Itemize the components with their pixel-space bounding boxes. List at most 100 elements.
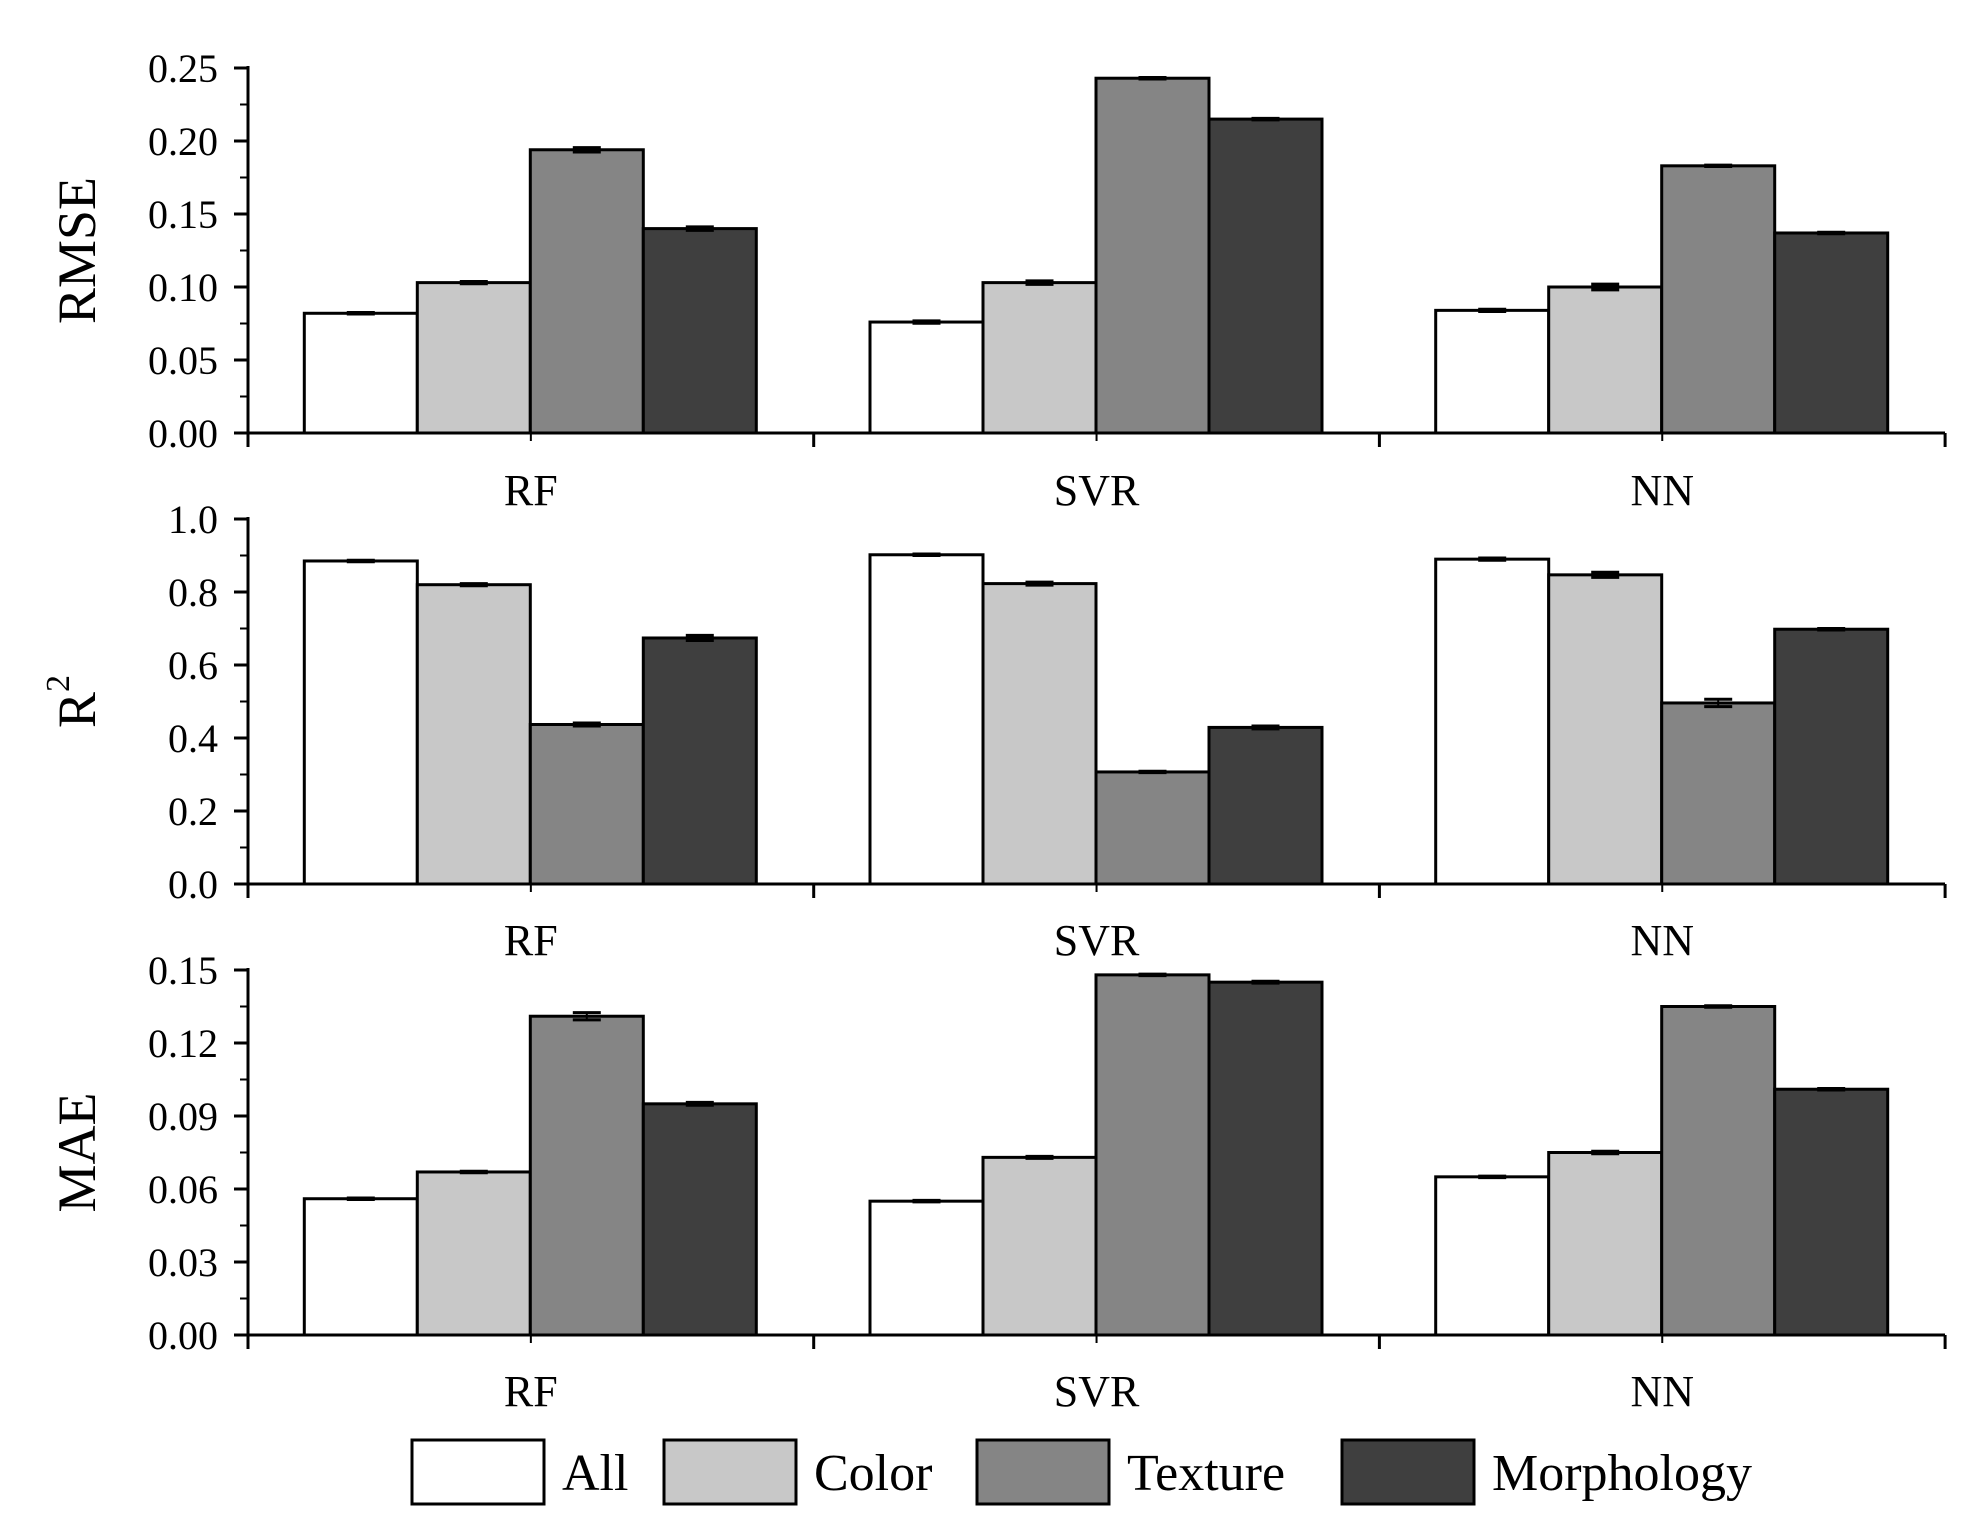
y-tick-label: 0.4 bbox=[168, 716, 218, 761]
error-bar-rf-texture bbox=[572, 721, 601, 728]
y-tick-label: 0.20 bbox=[148, 119, 218, 164]
error-bar-rf-color bbox=[459, 279, 488, 286]
bar-nn-morphology bbox=[1773, 231, 1890, 435]
bar-svr-color bbox=[981, 1155, 1098, 1337]
bar-svr-texture bbox=[1094, 76, 1211, 435]
y-axis-title: R2 bbox=[40, 675, 107, 728]
bar-rf-morphology bbox=[641, 1102, 758, 1337]
error-bar-rf-morphology bbox=[685, 225, 714, 232]
error-bar-nn-texture bbox=[1704, 163, 1733, 169]
error-bar-rf-all bbox=[346, 1196, 375, 1201]
error-bar-svr-morphology bbox=[1251, 116, 1280, 122]
bar-nn-texture bbox=[1660, 701, 1777, 886]
y-tick-label: 0.0 bbox=[168, 862, 218, 907]
legend-item-all: All bbox=[410, 1438, 628, 1506]
category-label-rf: RF bbox=[504, 466, 558, 515]
error-bar-svr-morphology bbox=[1251, 979, 1280, 985]
error-bar-rf-morphology bbox=[685, 633, 714, 643]
bar-rf-all bbox=[302, 1197, 419, 1337]
bar-nn-color bbox=[1547, 285, 1664, 435]
legend: All Color Texture Morphology bbox=[410, 1438, 1752, 1506]
error-bar-svr-color bbox=[1025, 279, 1054, 286]
bar-svr-all bbox=[868, 553, 985, 886]
bar-rf-morphology bbox=[641, 636, 758, 886]
category-label-nn: NN bbox=[1630, 1367, 1694, 1416]
legend-item-morphology: Morphology bbox=[1340, 1438, 1752, 1506]
bar-rf-color bbox=[415, 1170, 532, 1337]
bar-rf-texture bbox=[528, 1014, 645, 1337]
error-bar-nn-all bbox=[1478, 1174, 1507, 1180]
bar-rf-color bbox=[415, 281, 532, 435]
bar-nn-all bbox=[1434, 1175, 1551, 1337]
legend-item-texture: Texture bbox=[975, 1438, 1285, 1506]
error-bar-rf-color bbox=[459, 1169, 488, 1175]
legend-label: All bbox=[562, 1445, 628, 1502]
bar-rf-all bbox=[302, 559, 419, 886]
error-bar-svr-all bbox=[912, 319, 941, 325]
legend-label: Morphology bbox=[1492, 1445, 1752, 1502]
bar-svr-color bbox=[981, 582, 1098, 886]
error-bar-svr-all bbox=[912, 552, 941, 557]
error-bar-nn-texture bbox=[1704, 1004, 1733, 1009]
y-tick-label: 0.15 bbox=[148, 948, 218, 993]
bar-svr-morphology bbox=[1207, 117, 1324, 435]
legend-item-color: Color bbox=[662, 1438, 932, 1506]
bar-nn-color bbox=[1547, 573, 1664, 886]
bar-rf-texture bbox=[528, 722, 645, 886]
category-label-nn: NN bbox=[1630, 466, 1694, 515]
bar-svr-color bbox=[981, 281, 1098, 435]
mae-panel: 0.00 0.03 0.06 0.09 0.12 0.15 RF SVR NN MAE bbox=[47, 948, 1947, 1416]
error-bar-nn-color bbox=[1591, 570, 1620, 579]
legend-swatch bbox=[662, 1438, 798, 1506]
bar-nn-all bbox=[1434, 308, 1551, 435]
error-bar-nn-texture bbox=[1704, 697, 1733, 709]
bar-svr-morphology bbox=[1207, 725, 1324, 886]
legend-swatch bbox=[1340, 1438, 1476, 1506]
error-bar-nn-all bbox=[1478, 556, 1507, 562]
bar-rf-color bbox=[415, 583, 532, 886]
error-bar-svr-color bbox=[1025, 580, 1054, 587]
bar-svr-all bbox=[868, 1199, 985, 1337]
y-tick-label: 0.8 bbox=[168, 570, 218, 615]
error-bar-svr-all bbox=[912, 1198, 941, 1204]
legend-label: Color bbox=[814, 1445, 932, 1502]
r2-panel: 0.0 0.2 0.4 0.6 0.8 1.0 RF SVR NN R2 bbox=[40, 497, 1947, 965]
y-tick-label: 0.03 bbox=[148, 1240, 218, 1285]
category-label-svr: SVR bbox=[1054, 466, 1140, 515]
category-label-svr: SVR bbox=[1054, 916, 1140, 965]
error-bar-svr-texture bbox=[1138, 769, 1167, 775]
error-bar-rf-all bbox=[346, 558, 375, 564]
error-bar-svr-color bbox=[1025, 1154, 1054, 1160]
error-bar-svr-texture bbox=[1138, 75, 1167, 81]
error-bar-nn-morphology bbox=[1817, 627, 1846, 632]
y-tick-label: 0.05 bbox=[148, 338, 218, 383]
bar-svr-texture bbox=[1094, 770, 1211, 886]
error-bar-rf-texture bbox=[572, 146, 601, 154]
y-tick-label: 0.6 bbox=[168, 643, 218, 688]
y-axis-title: MAE bbox=[47, 1093, 107, 1213]
error-bar-nn-all bbox=[1478, 307, 1507, 314]
error-bar-rf-texture bbox=[572, 1011, 601, 1022]
legend-swatch bbox=[410, 1438, 546, 1506]
error-bar-rf-all bbox=[346, 311, 375, 316]
error-bar-nn-morphology bbox=[1817, 1087, 1846, 1092]
y-tick-label: 0.25 bbox=[148, 46, 218, 91]
y-tick-label: 0.12 bbox=[148, 1021, 218, 1066]
bar-svr-morphology bbox=[1207, 980, 1324, 1337]
error-bar-rf-morphology bbox=[685, 1100, 714, 1107]
bar-rf-texture bbox=[528, 148, 645, 435]
bar-nn-morphology bbox=[1773, 1087, 1890, 1337]
y-tick-label: 0.2 bbox=[168, 789, 218, 834]
category-label-rf: RF bbox=[504, 916, 558, 965]
y-tick-label: 1.0 bbox=[168, 497, 218, 542]
bar-svr-texture bbox=[1094, 973, 1211, 1337]
error-bar-nn-color bbox=[1591, 282, 1620, 292]
bar-nn-color bbox=[1547, 1151, 1664, 1337]
error-bar-svr-morphology bbox=[1251, 724, 1280, 731]
category-label-rf: RF bbox=[504, 1367, 558, 1416]
y-tick-label: 0.09 bbox=[148, 1094, 218, 1139]
y-axis-title: RMSE bbox=[47, 177, 107, 324]
y-tick-label: 0.06 bbox=[148, 1167, 218, 1212]
